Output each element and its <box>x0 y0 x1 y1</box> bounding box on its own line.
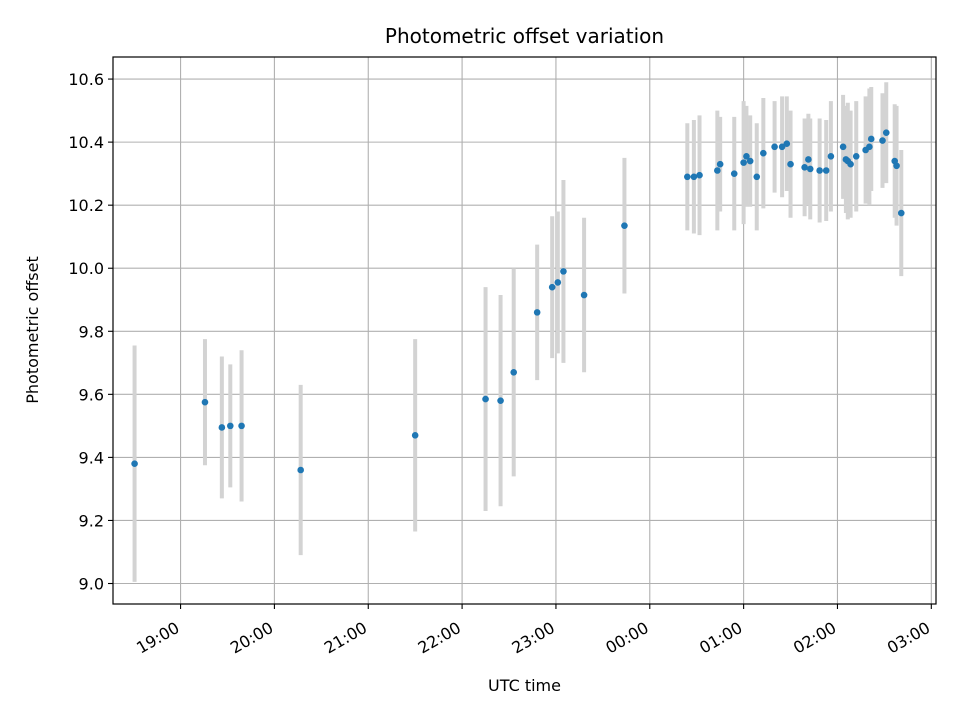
data-point <box>716 160 724 168</box>
data-point <box>227 422 234 430</box>
y-tick-label: 9.2 <box>79 511 104 530</box>
data-point <box>218 424 226 431</box>
data-point <box>554 279 562 286</box>
data-point <box>510 368 518 376</box>
y-tick-label: 10.2 <box>68 196 104 215</box>
data-point <box>533 309 541 316</box>
data-point <box>839 143 847 151</box>
data-point <box>882 129 890 136</box>
data-point <box>684 173 691 181</box>
y-tick-label: 10.6 <box>68 70 104 89</box>
data-point <box>805 156 812 163</box>
data-point <box>801 164 808 171</box>
data-point <box>548 283 556 291</box>
data-point <box>560 268 567 275</box>
data-point <box>847 160 854 168</box>
data-point <box>131 460 138 468</box>
data-point <box>482 395 489 403</box>
y-axis-label: Photometric offset <box>23 256 42 404</box>
data-point <box>740 159 747 166</box>
y-tick-label: 10.4 <box>68 133 104 152</box>
data-point <box>783 140 791 148</box>
data-point <box>497 397 504 404</box>
data-point <box>297 466 304 474</box>
y-tick-label: 9.8 <box>79 322 104 341</box>
y-tick-label: 10.0 <box>68 259 104 278</box>
data-point <box>238 422 245 430</box>
data-point <box>852 153 860 160</box>
y-axis-ticks: 9.0 9.2 9.4 9.6 9.8 10.0 10.2 10.4 10.6 <box>68 70 113 594</box>
plot-frame <box>112 56 937 605</box>
data-point <box>743 153 750 160</box>
data-point <box>201 398 209 406</box>
data-point <box>897 209 905 217</box>
data-point <box>580 291 588 299</box>
data-point <box>867 135 875 143</box>
grid-lines <box>113 57 936 604</box>
y-tick-label: 9.6 <box>79 385 104 404</box>
data-point <box>806 165 814 173</box>
data-point <box>621 222 628 229</box>
data-point <box>771 143 778 151</box>
data-point <box>714 167 721 174</box>
data-point <box>893 162 900 170</box>
data-point <box>411 432 419 439</box>
data-point <box>827 153 835 160</box>
data-point <box>879 137 886 144</box>
data-point <box>760 149 767 157</box>
data-point <box>866 143 873 151</box>
data-points <box>131 129 905 474</box>
y-tick-label: 9.0 <box>79 575 104 594</box>
data-point <box>753 173 761 181</box>
x-axis-label: UTC time <box>488 676 561 695</box>
y-tick-label: 9.4 <box>79 448 104 467</box>
data-point <box>696 171 703 179</box>
data-point <box>816 167 823 174</box>
data-point <box>730 170 738 177</box>
data-point <box>778 143 786 151</box>
data-point <box>787 160 794 168</box>
data-point <box>822 167 830 174</box>
data-point <box>746 157 754 165</box>
data-point <box>690 173 698 181</box>
chart-title: Photometric offset variation <box>385 24 664 48</box>
